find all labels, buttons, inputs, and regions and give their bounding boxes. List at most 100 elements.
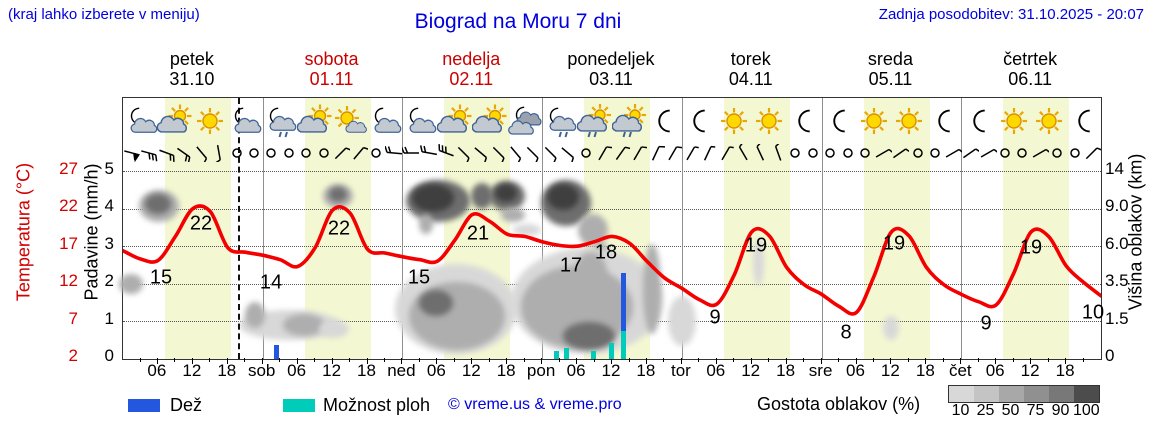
- day-date: 05.11: [868, 69, 913, 89]
- cloud-density-cell: [1074, 386, 1099, 402]
- wind-barb-icon: [559, 144, 577, 164]
- temperature-value-label: 22: [327, 217, 351, 240]
- temperature-value-label: 19: [744, 234, 768, 257]
- moon-cloud-icon: [402, 103, 438, 139]
- sun-icon: [192, 103, 228, 139]
- wind-barb-icon: [400, 144, 420, 162]
- day-header: ponedeljek 03.11: [541, 49, 681, 89]
- plot-area: 15 22 14 22 15 21 17 18 9 19 8 19 9 19 10: [119, 97, 1104, 360]
- wind-barb-icon: [350, 144, 370, 162]
- cloud-blob: [883, 316, 899, 340]
- cloud-height-tick: 14: [1105, 159, 1124, 178]
- wind-barb-icon: [437, 144, 455, 162]
- x-axis-label: pon: [526, 361, 556, 380]
- sun-cloud-small-icon: [332, 103, 368, 139]
- sun-cloud-rain-icon: [611, 103, 648, 139]
- x-axis-tick: [279, 358, 281, 362]
- x-axis-tick: [977, 358, 979, 362]
- wind-barb-icon: [996, 144, 1014, 162]
- wind-barb-icon: [786, 144, 804, 162]
- x-axis-tick: [541, 358, 543, 364]
- x-axis-label: 12: [601, 361, 621, 380]
- x-axis-tick: [156, 358, 158, 364]
- temperature-value-label: 18: [594, 241, 618, 264]
- x-axis-label: 06: [147, 361, 167, 380]
- x-axis-label: čet: [948, 361, 972, 380]
- x-axis-tick: [471, 358, 473, 364]
- rain-bar: [274, 345, 279, 359]
- wind-barb-icon: [297, 144, 315, 162]
- temperature-axis-label: Temperatura (°C): [13, 162, 34, 302]
- x-axis-tick: [418, 358, 420, 362]
- sun-icon: [1031, 103, 1067, 139]
- wind-barb-icon: [490, 144, 508, 165]
- moon-cloud-icon: [123, 103, 159, 139]
- temperature-value-label: 9: [709, 306, 721, 329]
- day-name: sreda: [867, 49, 913, 69]
- wind-barb-icon: [245, 144, 263, 162]
- cloud-blob: [409, 282, 505, 350]
- cloud-blob: [471, 183, 493, 209]
- sun-icon: [716, 103, 752, 139]
- page-title: Biograd na Moru 7 dni: [414, 10, 622, 33]
- x-axis-tick: [907, 358, 909, 362]
- temperature-value-label: 22: [189, 212, 213, 235]
- cloud-density-cell: [1049, 386, 1074, 402]
- cloud-density-scale-label: 75: [1026, 402, 1045, 419]
- x-axis-label: 18: [776, 361, 796, 380]
- wind-barb-icon: [455, 144, 473, 165]
- wind-barb-icon: [228, 144, 246, 162]
- moon-clouds-icon: [507, 103, 543, 139]
- cloud-blob: [501, 208, 525, 222]
- x-axis-label: 06: [287, 361, 307, 380]
- day-name: četrtek: [1003, 49, 1058, 69]
- wind-barb-icon: [751, 141, 769, 162]
- day-header: nedelja 02.11: [401, 49, 541, 89]
- gridline: [123, 171, 1101, 172]
- x-axis-label: 12: [880, 361, 900, 380]
- day-date: 02.11: [449, 69, 494, 89]
- x-axis-tick: [645, 358, 647, 364]
- wind-barb-icon: [839, 144, 857, 162]
- temperature-tick: 27: [59, 159, 78, 178]
- wind-barb-icon: [664, 144, 684, 162]
- x-axis-label: 18: [915, 361, 935, 380]
- x-axis-tick: [384, 358, 385, 362]
- x-axis-tick: [838, 358, 839, 362]
- x-axis-label: 18: [1055, 361, 1075, 380]
- x-axis-tick: [768, 358, 770, 362]
- x-axis-label: 18: [357, 361, 376, 380]
- x-axis-label: 12: [741, 361, 761, 380]
- sun-icon: [996, 103, 1032, 139]
- last-update: Zadnja posodobitev: 31.10.2025 - 20:07: [878, 6, 1144, 23]
- sun-cloud-icon: [157, 103, 193, 139]
- wind-barb-icon: [734, 141, 752, 162]
- wind-barb-icon: [874, 144, 893, 162]
- wind-barb-icon: [175, 144, 193, 164]
- cloud-blob: [419, 214, 433, 234]
- x-axis-label: 18: [636, 361, 656, 380]
- x-axis-label: tor: [670, 361, 691, 380]
- cloud-density-label: Gostota oblakov (%): [757, 394, 921, 414]
- wind-barb-icon: [140, 144, 158, 162]
- day-header: petek 31.10: [122, 49, 262, 89]
- day-header: sobota 01.11: [262, 49, 402, 89]
- x-axis-label: 12: [461, 361, 481, 380]
- cloud-blob: [412, 184, 454, 212]
- x-axis-label: 06: [566, 361, 586, 380]
- cloud-density-scale-label: 90: [1051, 402, 1070, 419]
- showers-legend-swatch: [283, 399, 315, 412]
- cloud-density-cell: [949, 386, 974, 402]
- moon-icon: [961, 103, 997, 139]
- x-axis-tick: [1012, 358, 1014, 362]
- x-axis-label: sob: [247, 361, 276, 380]
- x-axis-tick: [296, 358, 298, 364]
- day-name: nedelja: [442, 49, 501, 69]
- x-axis-label: 12: [182, 361, 202, 380]
- day-date: 06.11: [1008, 69, 1052, 89]
- x-axis-label: 06: [846, 361, 865, 380]
- copyright-link[interactable]: © vreme.us & vreme.pro: [448, 396, 622, 413]
- day-date: 31.10: [169, 69, 215, 89]
- x-axis-label: ned: [387, 361, 416, 380]
- x-axis-tick: [803, 358, 805, 362]
